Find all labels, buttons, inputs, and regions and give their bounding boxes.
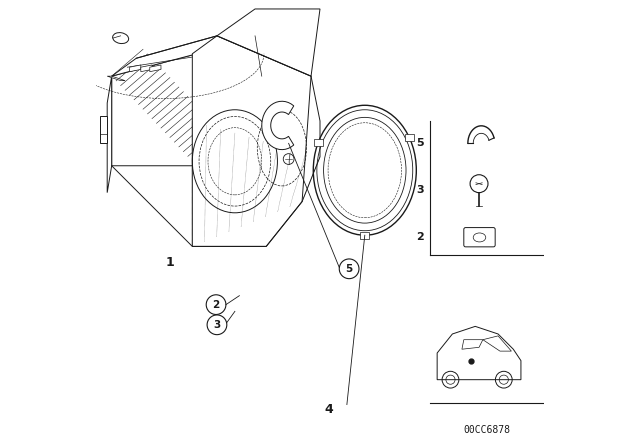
Text: 2: 2 — [416, 233, 424, 242]
Text: 2: 2 — [212, 300, 220, 310]
Text: 5: 5 — [416, 138, 424, 148]
Text: 4: 4 — [324, 403, 333, 417]
Polygon shape — [112, 36, 217, 76]
Polygon shape — [108, 76, 125, 81]
Circle shape — [339, 259, 359, 279]
Polygon shape — [217, 9, 320, 76]
Circle shape — [207, 315, 227, 335]
Circle shape — [206, 295, 226, 314]
Polygon shape — [437, 326, 521, 380]
Polygon shape — [130, 65, 141, 72]
Polygon shape — [112, 54, 197, 166]
Polygon shape — [100, 116, 108, 143]
Polygon shape — [192, 36, 311, 246]
Text: 5: 5 — [346, 264, 353, 274]
Polygon shape — [141, 65, 152, 72]
Polygon shape — [262, 101, 294, 150]
Text: 00CC6878: 00CC6878 — [463, 425, 511, 435]
Text: 3: 3 — [416, 185, 424, 195]
Text: 3: 3 — [213, 320, 221, 330]
Polygon shape — [462, 340, 483, 349]
Polygon shape — [150, 65, 161, 72]
Polygon shape — [483, 336, 511, 351]
Polygon shape — [314, 139, 323, 146]
Text: 1: 1 — [166, 255, 174, 269]
Polygon shape — [405, 134, 414, 142]
Polygon shape — [108, 76, 112, 193]
Polygon shape — [360, 232, 369, 239]
